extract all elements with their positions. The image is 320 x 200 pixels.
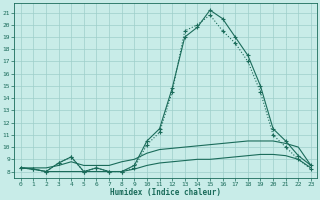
X-axis label: Humidex (Indice chaleur): Humidex (Indice chaleur) bbox=[110, 188, 221, 197]
